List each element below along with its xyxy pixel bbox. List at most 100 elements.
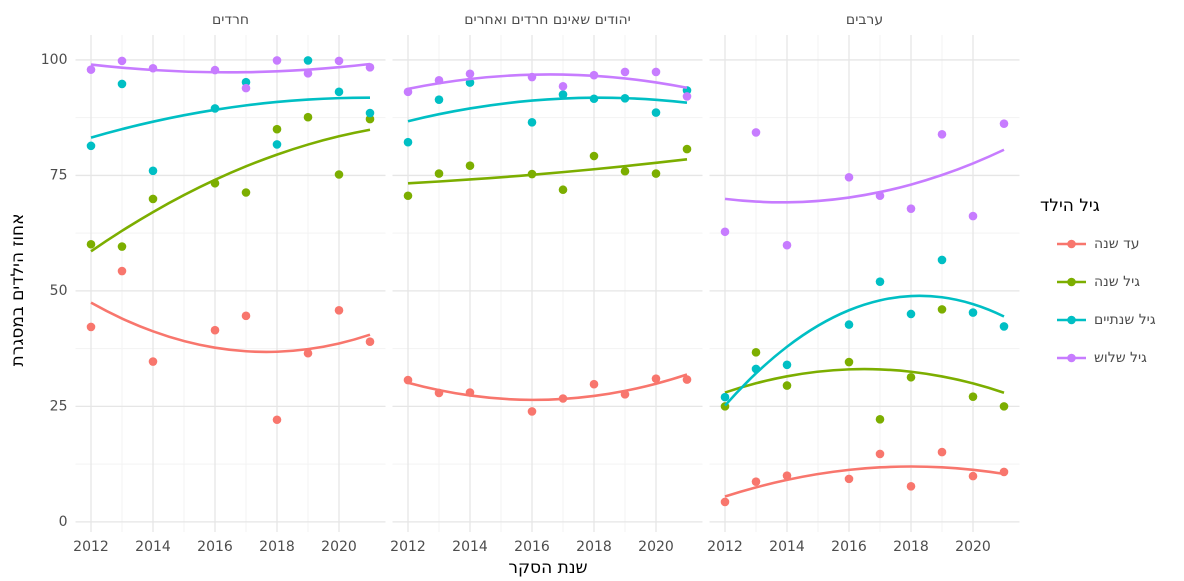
point <box>527 72 537 82</box>
smooth-line <box>90 301 371 354</box>
point <box>86 65 96 74</box>
point <box>272 415 282 425</box>
point <box>720 227 730 237</box>
point <box>334 305 344 315</box>
point <box>334 56 344 66</box>
point <box>968 471 978 481</box>
point <box>558 81 568 91</box>
legend-key-point <box>1067 315 1076 325</box>
point <box>148 357 158 366</box>
point <box>210 65 220 75</box>
y-tick-label: 75 <box>50 167 68 183</box>
point <box>527 169 537 179</box>
x-tick-label: 2020 <box>955 539 991 555</box>
legend-key-point <box>1067 239 1076 249</box>
point <box>434 95 444 104</box>
x-tick-label: 2020 <box>638 539 674 555</box>
point <box>434 169 444 178</box>
y-tick-label: 50 <box>50 283 68 299</box>
point <box>527 407 537 416</box>
point <box>968 308 978 317</box>
point <box>844 320 854 329</box>
point <box>999 467 1009 477</box>
point <box>148 63 158 73</box>
point <box>620 67 630 77</box>
point <box>875 414 885 424</box>
point <box>365 63 375 72</box>
point <box>782 471 792 480</box>
point <box>558 185 568 195</box>
point <box>682 92 692 101</box>
point <box>334 87 344 97</box>
point <box>365 337 375 346</box>
y-tick-label: 0 <box>59 514 68 530</box>
legend-title: גיל הילד <box>1040 196 1100 216</box>
x-tick-label: 2012 <box>73 539 109 555</box>
point <box>875 191 885 201</box>
smooth-line <box>724 465 1005 498</box>
point <box>365 108 375 118</box>
point <box>651 108 661 117</box>
point <box>937 255 947 265</box>
legend-key-point <box>1067 277 1076 287</box>
point <box>272 56 282 65</box>
point <box>272 124 282 134</box>
point <box>241 188 251 197</box>
point <box>465 161 475 171</box>
point <box>751 477 761 486</box>
point <box>782 360 792 370</box>
point <box>558 394 568 403</box>
x-tick-label: 2020 <box>321 539 357 555</box>
point <box>782 381 792 390</box>
point <box>117 56 127 66</box>
point <box>241 311 251 321</box>
point <box>303 348 313 358</box>
strip-title: ערבים <box>846 12 883 28</box>
point <box>875 449 885 459</box>
point <box>589 94 599 104</box>
point <box>403 137 413 147</box>
point <box>906 204 916 213</box>
legend-label: גיל שנה <box>1094 274 1140 290</box>
point <box>937 130 947 139</box>
point <box>86 239 96 249</box>
point <box>844 357 854 367</box>
point <box>751 364 761 374</box>
point <box>403 87 413 97</box>
point <box>465 388 475 397</box>
point <box>365 114 375 124</box>
point <box>906 309 916 319</box>
x-axis-label: שנת הסקר <box>508 558 587 578</box>
point <box>620 166 630 176</box>
smooth-line <box>407 158 688 185</box>
point <box>527 117 537 127</box>
point <box>241 83 251 93</box>
smooth-line <box>724 367 1005 394</box>
point <box>117 79 127 89</box>
x-tick-label: 2014 <box>452 539 488 555</box>
x-tick-label: 2016 <box>514 539 550 555</box>
point <box>589 151 599 161</box>
point <box>148 166 158 176</box>
point <box>589 379 599 389</box>
legend-label: גיל שלוש <box>1094 350 1147 366</box>
x-tick-label: 2014 <box>769 539 805 555</box>
point <box>86 322 96 332</box>
point <box>334 170 344 179</box>
point <box>241 77 251 87</box>
point <box>117 242 127 251</box>
point <box>558 90 568 99</box>
point <box>751 128 761 137</box>
point <box>968 392 978 401</box>
point <box>751 348 761 357</box>
x-tick-label: 2018 <box>893 539 929 555</box>
x-tick-label: 2012 <box>390 539 426 555</box>
point <box>682 144 692 154</box>
point <box>651 374 661 383</box>
legend-key-point <box>1067 353 1076 363</box>
point <box>148 194 158 204</box>
point <box>403 191 413 201</box>
point <box>403 375 413 385</box>
point <box>999 119 1009 128</box>
point <box>589 70 599 80</box>
